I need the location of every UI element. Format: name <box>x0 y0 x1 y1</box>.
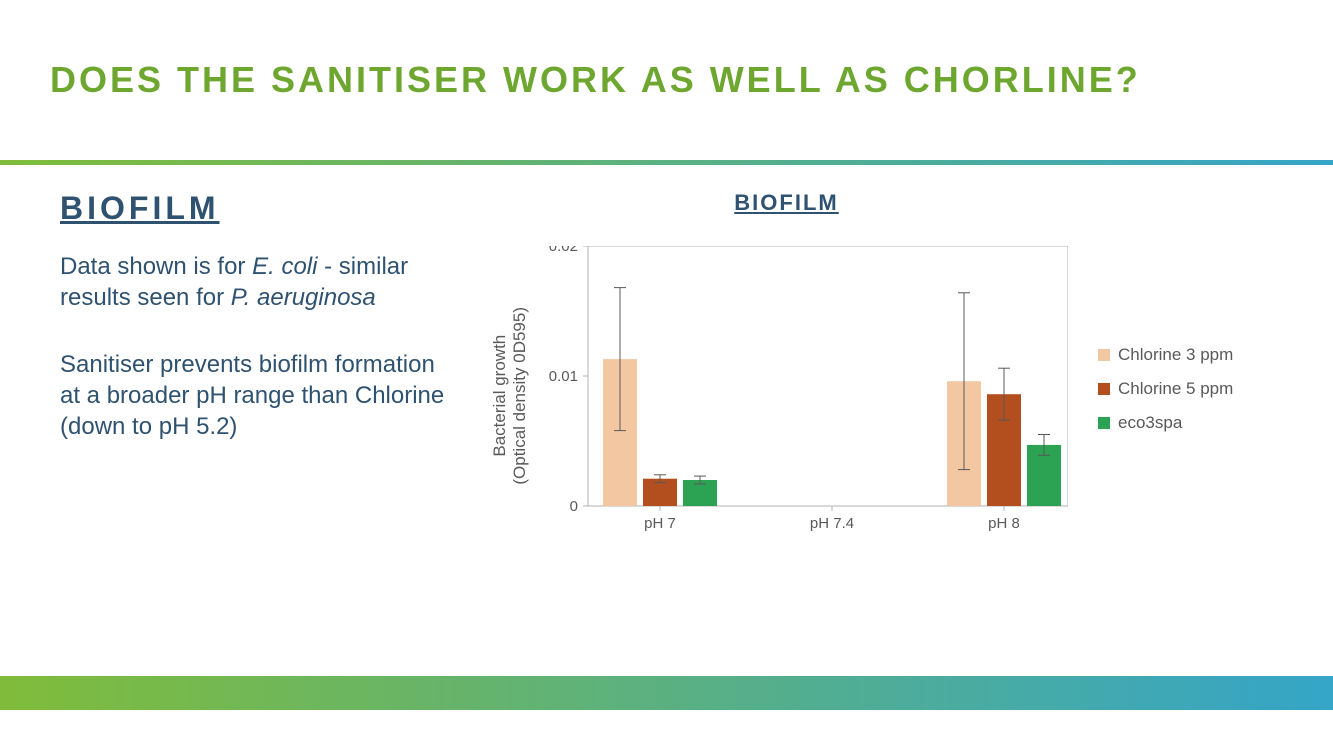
svg-text:0: 0 <box>570 498 578 515</box>
plot-area: 0 0.01 0.02 pH 7 pH 7.4 pH 8 <box>540 246 1068 547</box>
slide-title: DOES THE SANITISER WORK AS WELL AS CHORL… <box>50 60 1150 100</box>
legend-swatch <box>1098 417 1110 429</box>
legend-item: eco3spa <box>1098 413 1233 433</box>
ylabel-line: Bacterial growth <box>490 335 509 457</box>
slide: DOES THE SANITISER WORK AS WELL AS CHORL… <box>0 0 1333 750</box>
svg-text:0.01: 0.01 <box>549 368 578 385</box>
section-subhead: BIOFILM <box>60 190 450 227</box>
title-divider <box>0 160 1333 165</box>
y-axis-label: Bacterial growth (Optical density 0D595) <box>490 307 530 485</box>
legend-swatch <box>1098 383 1110 395</box>
ylabel-line: (Optical density 0D595) <box>510 307 529 485</box>
body-paragraph-2: Sanitiser prevents biofilm formation at … <box>60 349 450 443</box>
text-column: BIOFILM Data shown is for E. coli - simi… <box>50 190 450 547</box>
legend-item: Chlorine 3 ppm <box>1098 345 1233 365</box>
text-em: P. aeruginosa <box>231 284 376 311</box>
text-span: Data shown is for <box>60 253 252 280</box>
chart-title: BIOFILM <box>490 190 1283 216</box>
svg-text:pH 7.4: pH 7.4 <box>810 515 854 532</box>
svg-text:0.02: 0.02 <box>549 246 578 255</box>
legend-item: Chlorine 5 ppm <box>1098 379 1233 399</box>
svg-text:pH 7: pH 7 <box>644 515 676 532</box>
legend-swatch <box>1098 349 1110 361</box>
svg-text:pH 8: pH 8 <box>988 515 1020 532</box>
chart-wrap: Bacterial growth (Optical density 0D595)… <box>490 246 1283 547</box>
legend-label: Chlorine 3 ppm <box>1118 345 1233 365</box>
legend: Chlorine 3 ppm Chlorine 5 ppm eco3spa <box>1098 345 1233 447</box>
legend-label: eco3spa <box>1118 413 1182 433</box>
text-em: E. coli <box>252 253 317 280</box>
footer-bar <box>0 676 1333 710</box>
chart-svg: 0 0.01 0.02 pH 7 pH 7.4 pH 8 <box>540 246 1068 542</box>
body-paragraph-1: Data shown is for E. coli - similar resu… <box>60 251 450 313</box>
legend-label: Chlorine 5 ppm <box>1118 379 1233 399</box>
content-row: BIOFILM Data shown is for E. coli - simi… <box>50 190 1283 547</box>
chart-column: BIOFILM Bacterial growth (Optical densit… <box>490 190 1283 547</box>
